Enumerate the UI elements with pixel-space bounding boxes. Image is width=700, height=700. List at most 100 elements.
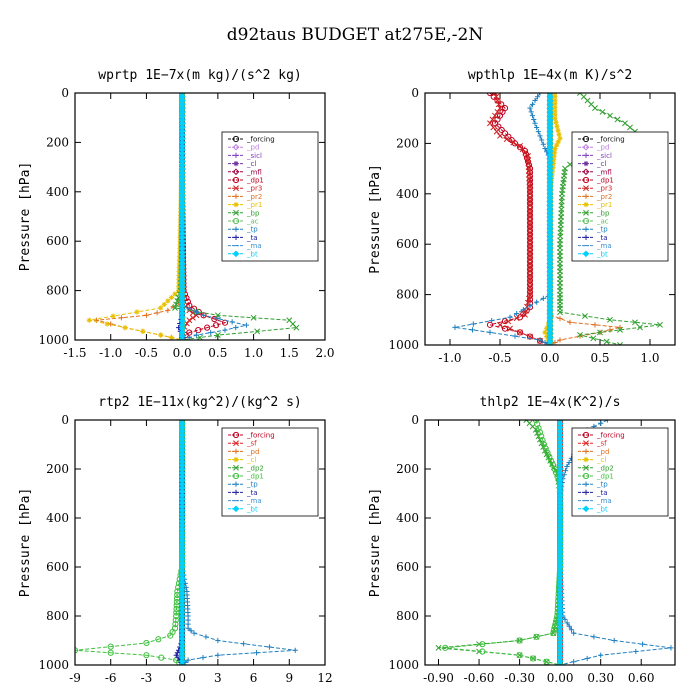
series-point_bp — [590, 335, 597, 342]
series-point_pr1 — [168, 334, 175, 340]
panel-title: thlp2 1E−4x(K^2)/s — [480, 395, 621, 410]
legend-marker — [583, 489, 589, 495]
series-point_pr1 — [104, 321, 110, 327]
series-point_pr1 — [175, 288, 182, 294]
series-point_pr1 — [86, 317, 92, 323]
legend: _forcing_sf_pd_cl_dp2_dp1_tp_ta_ma_bt — [571, 427, 669, 517]
series-point_pr2 — [118, 315, 125, 321]
legend-label: _ta — [596, 234, 608, 242]
series-point_dp1 — [173, 612, 180, 620]
series-point_tp — [598, 420, 604, 426]
series-point_pr1 — [172, 291, 178, 297]
series-point_bp — [617, 326, 623, 333]
series-point_dp1 — [107, 643, 114, 650]
x-tick-label: 0.0 — [540, 351, 559, 365]
legend-label: _tp — [246, 226, 258, 234]
series-point_tp — [537, 93, 543, 96]
x-tick-label: 12 — [317, 671, 332, 685]
legend-label: _sf — [246, 440, 257, 448]
legend-marker — [232, 143, 240, 151]
series-point_tp — [215, 315, 221, 322]
legend-marker — [583, 234, 589, 240]
series-point_dp1 — [516, 637, 523, 644]
legend-label: _ta — [596, 489, 608, 497]
series-point_tp — [243, 322, 250, 328]
legend-marker — [233, 481, 239, 487]
series-point_tp — [562, 468, 569, 474]
series-point_dp1 — [143, 652, 150, 659]
legend-marker — [233, 152, 239, 158]
y-tick-label: 400 — [46, 185, 69, 199]
series-point_pr3 — [503, 136, 510, 143]
x-tick-label: -1.0 — [438, 351, 461, 365]
series-point_bp — [173, 301, 180, 308]
series-point_bp — [197, 334, 203, 340]
series-point_dp1 — [479, 641, 486, 648]
legend-label: _dp1 — [596, 177, 614, 185]
series-point_dp2 — [435, 644, 442, 651]
legend-label: _mfl — [246, 168, 262, 176]
series-point_pr1 — [176, 280, 182, 286]
series-point_tp — [215, 652, 221, 658]
series-point_dp1 — [173, 609, 180, 616]
legend-marker — [232, 472, 240, 480]
legend-label: _cl — [596, 456, 606, 464]
series-point_tp — [222, 327, 228, 333]
series-point_pr2 — [607, 327, 613, 333]
series-point_pr3 — [493, 93, 500, 100]
series-point_pr1 — [176, 284, 182, 290]
series-point_pr2 — [617, 324, 623, 330]
series-point_tp — [507, 314, 513, 320]
series-point_pr1 — [552, 94, 558, 100]
legend-label: _pr1 — [246, 201, 262, 209]
series-point_tp — [193, 309, 200, 315]
legend-label: _bp — [596, 209, 610, 217]
series-point_pr1 — [552, 108, 558, 114]
series-point_bp — [617, 342, 623, 345]
legend-label: _dp2 — [246, 464, 264, 472]
series-point_tp — [527, 105, 533, 111]
series-point_dp1 — [516, 329, 524, 336]
series-point_dp1 — [479, 648, 486, 655]
y-tick-label: 0 — [411, 86, 419, 100]
series-point_pr3 — [189, 314, 196, 321]
series-point_bp — [172, 304, 178, 311]
series-point_bp — [637, 324, 643, 331]
series-point_dp1 — [486, 321, 494, 328]
series-point_dp1 — [212, 322, 220, 329]
series-point_pr1 — [552, 104, 558, 110]
legend: _forcing_pd_sicl_cl_mfl_dp1_pr3_pr2_pr1_… — [221, 131, 319, 262]
series-point_pr3 — [497, 105, 503, 112]
series-point_pr3 — [510, 139, 517, 146]
plot-frame — [424, 419, 676, 666]
legend-marker — [233, 457, 239, 463]
chart-panel-1: wprtp 1E−7x(m kg)/(s^2 kg) Pressure [hPa]… — [18, 68, 335, 360]
legend-label: _ma — [596, 242, 612, 250]
series-point_pr1 — [554, 123, 560, 129]
series-point_tp — [566, 459, 572, 466]
series-point_tp — [604, 420, 611, 423]
series-point_dp1 — [173, 598, 180, 606]
series-point_tp — [532, 97, 538, 104]
series-point_bp — [603, 338, 610, 345]
x-tick-label: 6 — [250, 671, 258, 685]
series-point_tp — [564, 620, 570, 626]
y-tick-label: 1000 — [388, 338, 419, 352]
series-point_pr3 — [493, 128, 500, 135]
x-tick-label: 0.60 — [628, 671, 655, 685]
legend-marker — [583, 185, 589, 192]
plot-frame — [424, 92, 676, 346]
series-point_bp — [622, 120, 628, 127]
series-point_pr1 — [550, 160, 556, 167]
series-point_pr2 — [557, 337, 563, 343]
series-point_pr3 — [517, 329, 523, 336]
series-point_dp1 — [505, 133, 512, 140]
series-point_pr1 — [552, 101, 558, 107]
chart-panel-3: rtp2 1E−11x(kg^2)/(kg^2 s) Pressure [hPa]… — [18, 395, 333, 685]
panel-title: rtp2 1E−11x(kg^2)/(kg^2 s) — [98, 395, 302, 410]
series-point_bp — [607, 112, 613, 119]
y-tick-label: 1000 — [38, 658, 69, 672]
series-point_pr3 — [492, 93, 498, 96]
series-point_tp — [529, 101, 536, 107]
legend-marker — [232, 505, 240, 513]
